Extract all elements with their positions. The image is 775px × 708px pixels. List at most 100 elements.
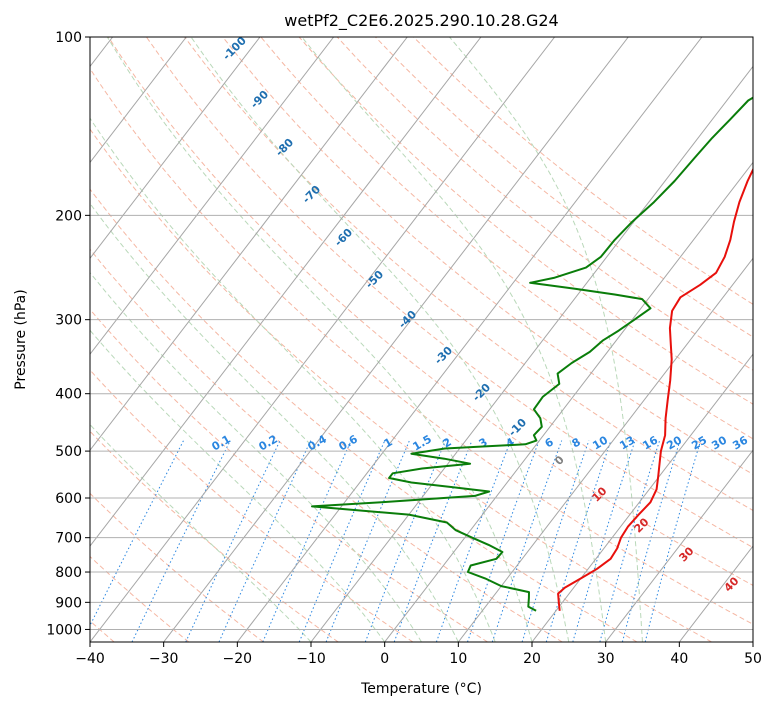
dry-adiabat-label: -30 bbox=[432, 344, 455, 367]
dry-adiabat-label: -50 bbox=[363, 268, 386, 291]
dry-adiabat-label: -20 bbox=[470, 381, 493, 404]
mixing-ratio-line bbox=[491, 440, 563, 642]
plot-frame bbox=[89, 36, 754, 643]
dry-adiabat-line bbox=[107, 37, 753, 586]
grid-lines bbox=[90, 37, 753, 642]
x-tick-label: −40 bbox=[75, 651, 105, 667]
mixing-ratio-line bbox=[90, 440, 184, 627]
isotherm-line bbox=[90, 37, 335, 356]
moist-adiabat-line bbox=[190, 37, 570, 642]
y-tick-label: 900 bbox=[55, 595, 82, 611]
isotherm-line bbox=[384, 161, 753, 642]
isotherm-line bbox=[605, 449, 753, 642]
isotherm-line bbox=[531, 353, 753, 642]
x-tick-label: −20 bbox=[223, 651, 253, 667]
isotherm-line bbox=[752, 641, 753, 642]
dry-adiabat-label: 10 bbox=[590, 484, 610, 504]
moist-adiabat-line bbox=[449, 37, 643, 642]
chart-title: wetPf2_C2E6.2025.290.10.28.G24 bbox=[284, 11, 558, 31]
mixing-ratio-line bbox=[599, 440, 661, 642]
dry-adiabat-label: -40 bbox=[396, 308, 419, 331]
dry-adiabat-line bbox=[375, 37, 753, 338]
mixing-ratio-label: 36 bbox=[730, 433, 750, 452]
moist-adiabat-line bbox=[90, 202, 459, 642]
isotherm-line bbox=[90, 37, 408, 451]
x-tick-label: 10 bbox=[449, 651, 467, 667]
temperature-line bbox=[557, 167, 753, 611]
dry-adiabat-label: -90 bbox=[248, 88, 271, 111]
y-tick-label: 1000 bbox=[46, 622, 82, 638]
y-axis-label: Pressure (hPa) bbox=[13, 289, 29, 389]
isotherm-line bbox=[90, 37, 261, 260]
mixing-ratio-label: 3 bbox=[477, 435, 490, 450]
dry-adiabat-line bbox=[90, 555, 190, 642]
isotherm-line bbox=[90, 37, 482, 547]
mixing-ratio-line bbox=[467, 440, 540, 642]
y-tick-label: 300 bbox=[55, 313, 82, 329]
profile-series bbox=[311, 96, 753, 612]
y-tick-label: 200 bbox=[55, 208, 82, 224]
dry-adiabat-label: -70 bbox=[300, 183, 323, 206]
y-tick-label: 100 bbox=[55, 30, 82, 46]
isotherm-line bbox=[90, 37, 187, 164]
moist-adiabat-line bbox=[106, 37, 533, 642]
dry-adiabat-label: 30 bbox=[677, 544, 697, 564]
mixing-ratio-label: 1 bbox=[382, 435, 395, 450]
x-tick-label: 0 bbox=[380, 651, 389, 667]
mixing-ratio-line bbox=[262, 440, 352, 642]
y-tick-label: 400 bbox=[55, 387, 82, 403]
mixing-ratio-line bbox=[131, 440, 231, 642]
x-tick-label: −30 bbox=[149, 651, 179, 667]
mixing-ratio-label: 25 bbox=[689, 434, 709, 453]
mixing-ratio-label: 30 bbox=[709, 433, 729, 452]
isotherm-line bbox=[310, 65, 753, 642]
moist-adiabat-line bbox=[90, 329, 386, 642]
mixing-ratio-line bbox=[298, 440, 386, 642]
y-tick-label: 500 bbox=[55, 444, 82, 460]
y-tick-label: 700 bbox=[55, 531, 82, 547]
moist-adiabat-line bbox=[301, 37, 607, 642]
isotherm-line bbox=[163, 37, 629, 642]
mixing-ratio-label: 16 bbox=[640, 433, 660, 452]
mixing-ratio-line bbox=[644, 440, 702, 642]
x-tick-label: 40 bbox=[670, 651, 688, 667]
mixing-ratio-label: 13 bbox=[617, 434, 637, 453]
isopleth-labels: -100-90-80-70-60-50-40-30-20-10010203040… bbox=[210, 34, 751, 595]
y-axis-ticks: 100 200 300 400 500 600 700 800 900 1000 bbox=[46, 30, 90, 638]
mixing-ratio-line bbox=[435, 440, 512, 642]
mixing-ratio-label: 0.4 bbox=[306, 432, 330, 453]
dry-adiabat-label: -80 bbox=[273, 136, 296, 159]
mixing-ratio-line bbox=[621, 440, 681, 642]
mixing-ratio-label: 10 bbox=[590, 433, 610, 452]
x-tick-label: 50 bbox=[744, 651, 762, 667]
dry-adiabat-line bbox=[90, 188, 638, 642]
x-tick-label: −10 bbox=[296, 651, 326, 667]
dry-adiabat-line bbox=[260, 37, 753, 440]
x-tick-label: 20 bbox=[523, 651, 541, 667]
dry-adiabat-line bbox=[298, 37, 753, 405]
mixing-ratio-line bbox=[545, 440, 612, 642]
dry-adiabat-line bbox=[90, 492, 264, 642]
y-tick-label: 800 bbox=[55, 565, 82, 581]
mixing-ratio-line bbox=[325, 440, 410, 642]
dry-adiabat-label: -100 bbox=[220, 34, 249, 63]
x-tick-label: 30 bbox=[597, 651, 615, 667]
x-axis-ticks: −40 −30 −20 −10 0 10 20 30 40 50 bbox=[75, 642, 762, 667]
dry-adiabat-line bbox=[413, 37, 753, 305]
dry-adiabat-line bbox=[184, 37, 753, 512]
isotherm-line bbox=[90, 37, 556, 642]
dewpoint-line bbox=[311, 96, 753, 612]
mixing-ratio-line bbox=[218, 440, 312, 642]
mixing-ratio-label: 0.2 bbox=[257, 432, 280, 453]
isotherm-line bbox=[236, 37, 703, 642]
mixing-ratio-label: 20 bbox=[664, 433, 684, 452]
dry-adiabat-line bbox=[336, 37, 753, 371]
dry-adiabat-line bbox=[90, 248, 563, 642]
mixing-ratio-label: 6 bbox=[543, 435, 556, 450]
isotherm-line bbox=[457, 257, 753, 642]
dry-adiabat-line bbox=[90, 67, 753, 625]
dry-adiabat-line bbox=[90, 308, 488, 642]
moist-adiabat-line bbox=[90, 271, 422, 642]
x-axis-label: Temperature (°C) bbox=[360, 681, 482, 697]
